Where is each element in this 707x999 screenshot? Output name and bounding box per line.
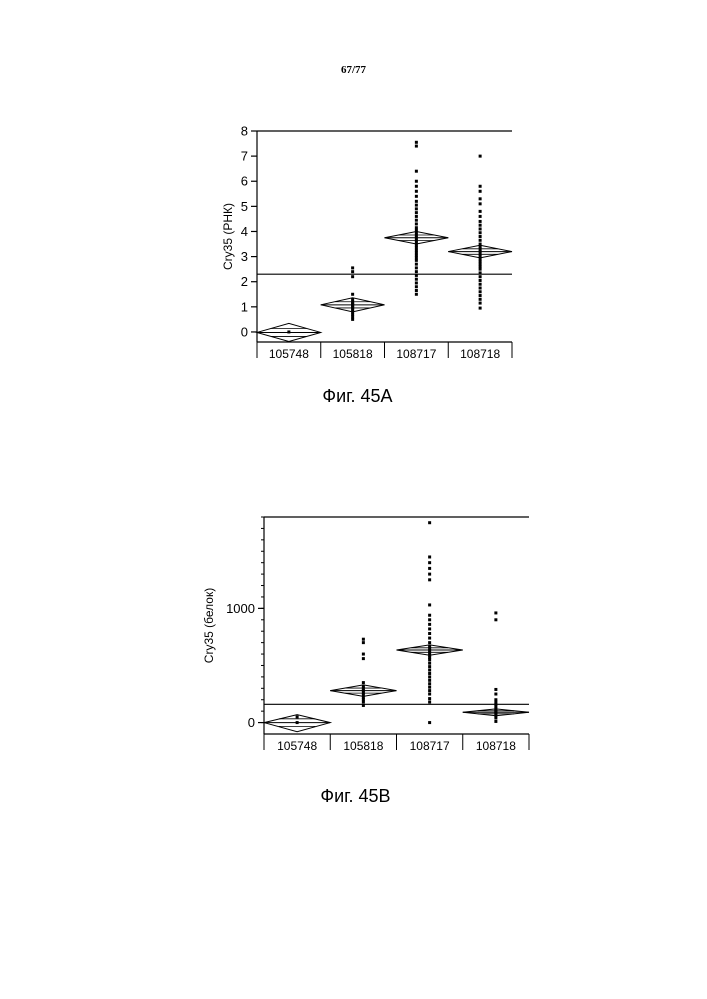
data-point xyxy=(296,721,299,724)
data-point xyxy=(428,693,431,696)
data-point xyxy=(494,717,497,720)
data-point xyxy=(362,681,365,684)
x-category-label: 108717 xyxy=(410,739,450,753)
data-point xyxy=(362,704,365,707)
data-point xyxy=(428,662,431,665)
x-category-label: 105748 xyxy=(277,739,317,753)
data-point xyxy=(428,721,431,724)
data-point xyxy=(428,672,431,675)
data-point xyxy=(428,578,431,581)
data-point xyxy=(428,679,431,682)
data-point xyxy=(428,686,431,689)
y-tick-label: 0 xyxy=(248,715,255,730)
data-point xyxy=(428,637,431,640)
data-point xyxy=(428,675,431,678)
data-point xyxy=(428,665,431,668)
data-point xyxy=(428,573,431,576)
data-point xyxy=(428,658,431,661)
figure-caption-45b: Фиг. 45B xyxy=(2,786,707,807)
y-axis-label: Cry35 (белок) xyxy=(202,588,216,663)
data-point xyxy=(428,603,431,606)
data-point xyxy=(428,521,431,524)
data-point xyxy=(296,715,299,718)
data-point xyxy=(494,611,497,614)
data-point xyxy=(428,682,431,685)
data-point xyxy=(494,693,497,696)
data-point xyxy=(428,618,431,621)
data-point xyxy=(428,697,431,700)
data-point xyxy=(494,688,497,691)
data-point xyxy=(494,618,497,621)
y-tick-label: 1000 xyxy=(226,601,255,616)
data-point xyxy=(428,641,431,644)
data-point xyxy=(428,623,431,626)
data-point xyxy=(362,641,365,644)
data-point xyxy=(428,689,431,692)
data-point xyxy=(428,561,431,564)
data-point xyxy=(428,701,431,704)
x-category-label: 108718 xyxy=(476,739,516,753)
data-point xyxy=(428,632,431,635)
data-point xyxy=(362,657,365,660)
data-point xyxy=(494,720,497,723)
data-point xyxy=(428,627,431,630)
x-category-label: 105818 xyxy=(343,739,383,753)
data-point xyxy=(362,701,365,704)
data-point xyxy=(428,555,431,558)
data-point xyxy=(362,638,365,641)
data-point xyxy=(362,653,365,656)
data-point xyxy=(428,567,431,570)
data-point xyxy=(428,614,431,617)
data-point xyxy=(428,669,431,672)
